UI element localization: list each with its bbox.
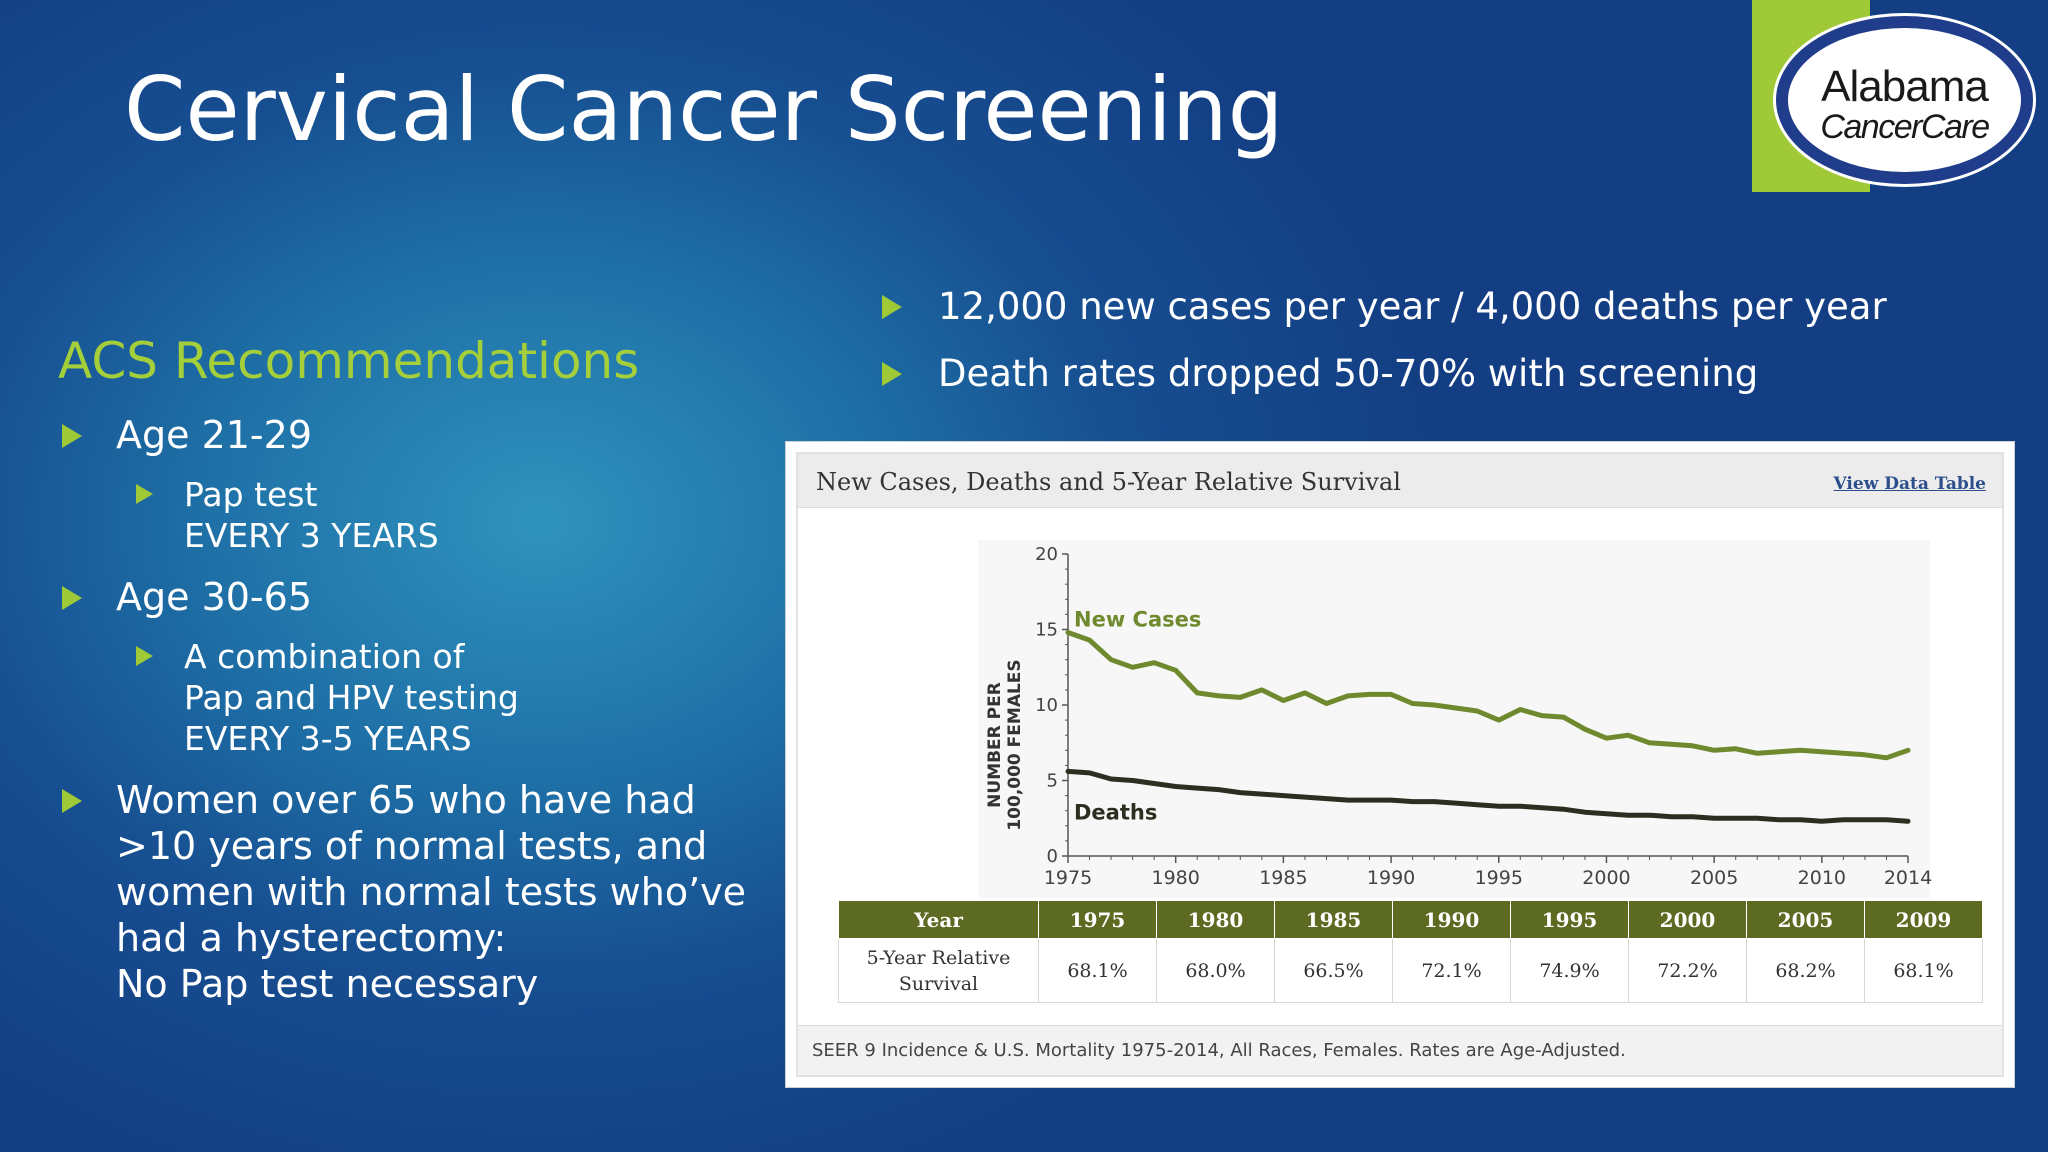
recommendations-column: ACS Recommendations Age 21-29 Pap test E… <box>58 332 778 1025</box>
y-tick-label: 0 <box>1047 846 1058 867</box>
chart-footer: SEER 9 Incidence & U.S. Mortality 1975-2… <box>798 1025 2002 1075</box>
table-header-cell: 1985 <box>1274 900 1393 939</box>
table-header-row: Year 1975 1980 1985 1990 1995 2000 2005 … <box>838 900 1983 939</box>
y-axis-label-line2: 100,000 FEMALES <box>1005 659 1025 830</box>
bullet-triangle-icon <box>136 484 153 504</box>
logo-text-line1: Alabama <box>1821 62 1989 111</box>
row-label-line2: Survival <box>898 972 979 995</box>
y-tick-label: 10 <box>1035 695 1058 716</box>
table-row-label: 5-Year Relative Survival <box>838 938 1039 1003</box>
sub-bullet-line: Pap test <box>184 475 318 514</box>
sub-bullet-line: Pap and HPV testing <box>184 678 519 717</box>
stat-text: 12,000 new cases per year / 4,000 deaths… <box>938 285 1887 328</box>
bullet-women-over-65: Women over 65 who have had >10 years of … <box>58 777 778 1007</box>
stats-bullets: 12,000 new cases per year / 4,000 deaths… <box>880 284 1887 418</box>
sub-bullet-line: A combination of <box>184 637 465 676</box>
line-chart: NUMBER PER 100,000 FEMALES 0 5 10 15 20 1975 1… <box>978 540 1932 898</box>
chart-source-note: SEER 9 Incidence & U.S. Mortality 1975-2… <box>812 1040 1626 1061</box>
chart-card: New Cases, Deaths and 5-Year Relative Su… <box>785 441 2015 1088</box>
bullet-triangle-icon <box>136 646 153 666</box>
table-cell: 72.2% <box>1628 938 1747 1003</box>
bullet-triangle-icon <box>882 295 902 319</box>
table-cell: 66.5% <box>1274 938 1393 1003</box>
x-tick-label: 2000 <box>1582 867 1630 889</box>
table-header-cell: 2009 <box>1864 900 1983 939</box>
bullet-text: Age 21-29 <box>116 413 312 457</box>
table-header-cell: 1975 <box>1038 900 1157 939</box>
bullet-text: Age 30-65 <box>116 575 312 619</box>
sub-bullet-pap-test: Pap test EVERY 3 YEARS <box>58 474 778 556</box>
table-cell: 68.0% <box>1156 938 1275 1003</box>
y-axis-label-line1: NUMBER PER <box>985 682 1005 808</box>
bullet-age-21-29: Age 21-29 <box>58 412 778 458</box>
x-tick-label: 2014 <box>1884 867 1932 889</box>
logo: Alabama CancerCare <box>1752 0 2048 195</box>
survival-table: Year 1975 1980 1985 1990 1995 2000 2005 … <box>838 900 1983 1003</box>
sub-bullet-line: EVERY 3-5 YEARS <box>184 719 472 758</box>
series-line-new-cases <box>1065 630 1911 761</box>
series-line-deaths <box>1065 768 1911 824</box>
bullet-line: >10 years of normal tests, and <box>116 824 708 868</box>
table-cell: 68.1% <box>1864 938 1983 1003</box>
x-tick-label: 2010 <box>1798 867 1846 889</box>
row-label-line1: 5-Year Relative <box>866 946 1011 969</box>
table-row: 5-Year Relative Survival 68.1% 68.0% 66.… <box>838 938 1983 1003</box>
stat-bullet-cases: 12,000 new cases per year / 4,000 deaths… <box>880 284 1887 330</box>
bullet-triangle-icon <box>62 424 82 448</box>
bullet-line: No Pap test necessary <box>116 962 539 1006</box>
table-cell: 68.1% <box>1038 938 1157 1003</box>
table-cell: 74.9% <box>1510 938 1629 1003</box>
stat-bullet-death-rates: Death rates dropped 50-70% with screenin… <box>880 351 1887 397</box>
logo-text-line2: CancerCare <box>1820 108 1990 146</box>
bullet-line: women with normal tests who’ve <box>116 870 747 914</box>
sub-bullet-combination: A combination of Pap and HPV testing EVE… <box>58 636 778 759</box>
x-tick-label: 1975 <box>1044 867 1092 889</box>
sub-bullet-line: EVERY 3 YEARS <box>184 516 439 555</box>
slide-title: Cervical Cancer Screening <box>124 58 1284 161</box>
bullet-triangle-icon <box>62 586 82 610</box>
x-tick-label: 1980 <box>1152 867 1200 889</box>
chart-title: New Cases, Deaths and 5-Year Relative Su… <box>816 468 1401 496</box>
stat-text: Death rates dropped 50-70% with screenin… <box>938 352 1759 395</box>
bullet-line: Women over 65 who have had <box>116 778 696 822</box>
table-cell: 72.1% <box>1392 938 1511 1003</box>
x-tick-label: 1990 <box>1367 867 1415 889</box>
section-heading: ACS Recommendations <box>58 332 640 390</box>
x-tick-label: 1985 <box>1259 867 1307 889</box>
x-tick-label: 2005 <box>1690 867 1738 889</box>
table-cell: 68.2% <box>1746 938 1865 1003</box>
chart-panel: New Cases, Deaths and 5-Year Relative Su… <box>796 452 2004 1077</box>
view-data-table-link[interactable]: View Data Table <box>1833 474 1986 494</box>
table-header-cell: 1995 <box>1510 900 1629 939</box>
table-header-cell: 1980 <box>1156 900 1275 939</box>
x-tick-label: 1995 <box>1475 867 1523 889</box>
series-label-deaths: Deaths <box>1074 800 1157 824</box>
series: New Cases Deaths <box>1065 608 1911 824</box>
table-header-cell: 2005 <box>1746 900 1865 939</box>
bullet-line: had a hysterectomy: <box>116 916 507 960</box>
plot-area-background <box>978 540 1930 898</box>
logo-oval: Alabama CancerCare <box>1776 16 2033 184</box>
table-header-cell: 2000 <box>1628 900 1747 939</box>
y-tick-label: 20 <box>1035 544 1058 565</box>
bullet-triangle-icon <box>882 362 902 386</box>
bullet-age-30-65: Age 30-65 <box>58 574 778 620</box>
table-header-cell: 1990 <box>1392 900 1511 939</box>
chart-header: New Cases, Deaths and 5-Year Relative Su… <box>798 454 2002 508</box>
table-header-year: Year <box>838 900 1039 939</box>
series-label-new-cases: New Cases <box>1074 608 1201 632</box>
bullet-triangle-icon <box>62 789 82 813</box>
y-tick-label: 5 <box>1047 771 1058 792</box>
y-tick-label: 15 <box>1035 620 1058 641</box>
axes: 0 5 10 15 20 1975 1980 1985 1990 1995 2000 2005 2010… <box>1035 544 1932 889</box>
